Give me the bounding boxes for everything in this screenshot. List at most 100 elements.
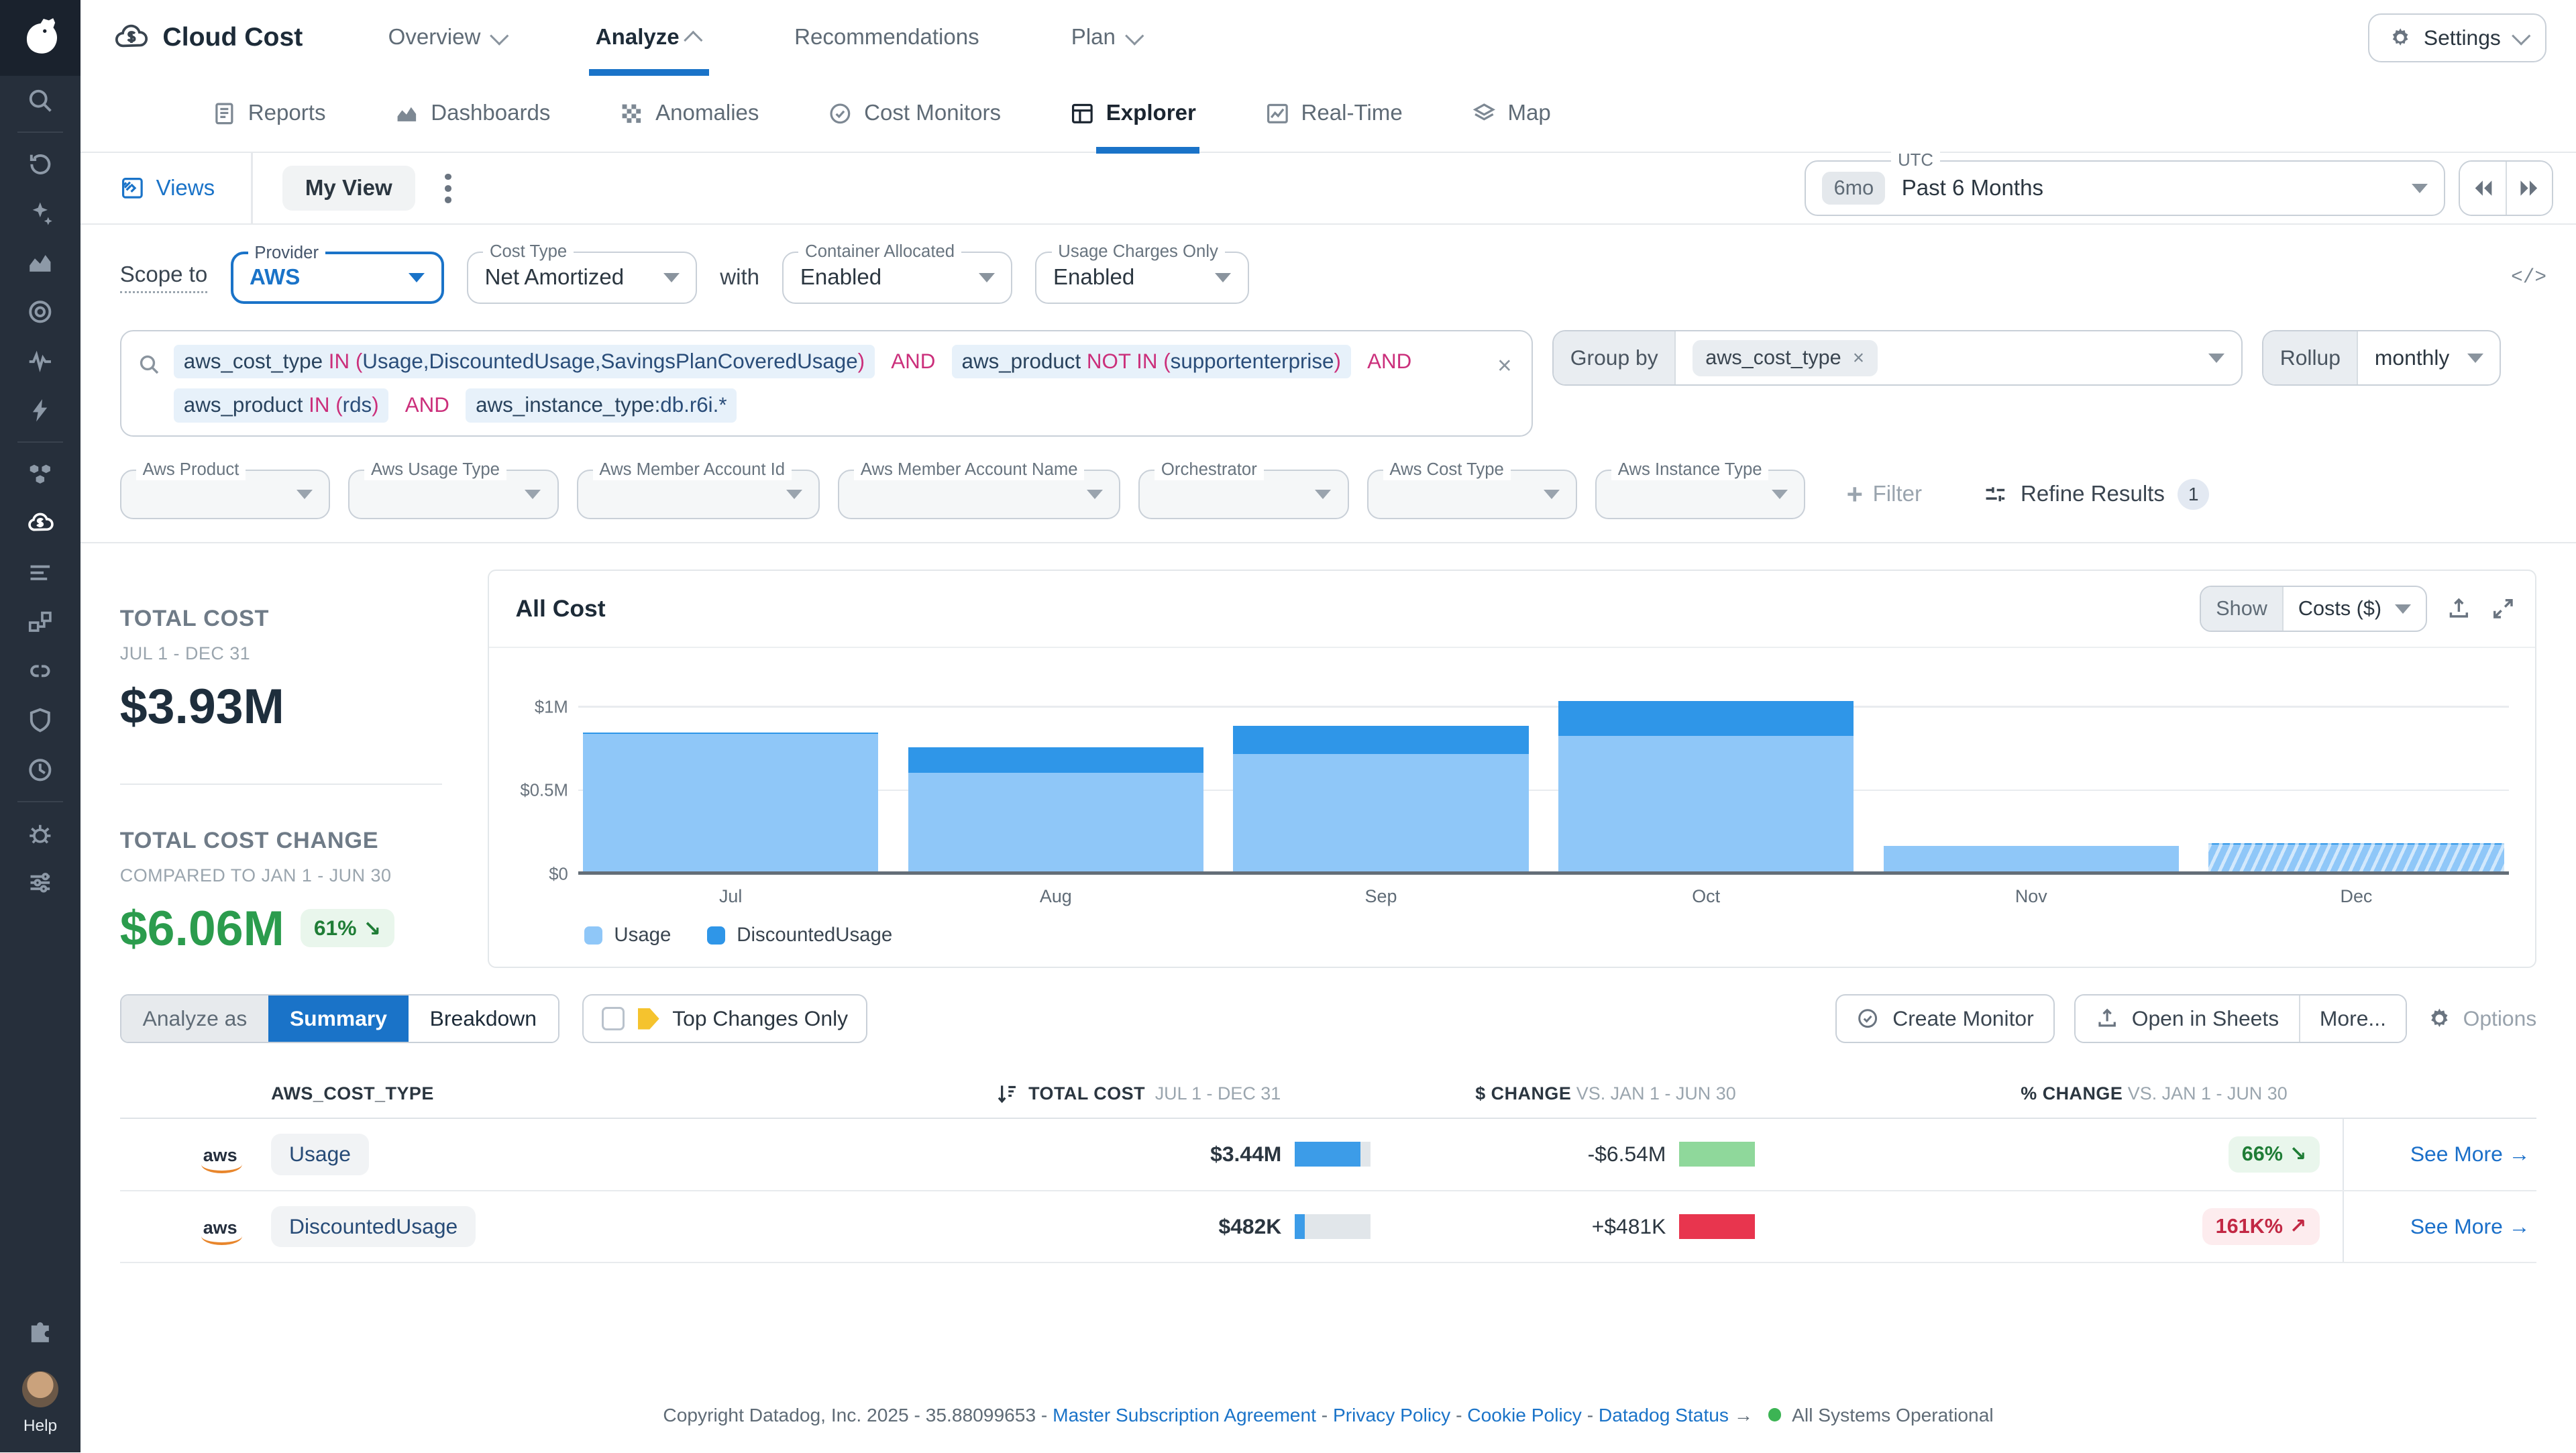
provider-select[interactable]: Provider AWS bbox=[230, 242, 444, 305]
nav-recommendations[interactable]: Recommendations bbox=[794, 25, 979, 50]
col-total-cost[interactable]: TOTAL COST JUL 1 - DEC 31 bbox=[936, 1082, 1371, 1105]
footer-link-msa[interactable]: Master Subscription Agreement bbox=[1053, 1404, 1316, 1425]
tab-map[interactable]: Map bbox=[1472, 75, 1551, 152]
clear-query-icon[interactable]: × bbox=[1497, 351, 1512, 379]
breakdown-tab[interactable]: Breakdown bbox=[408, 995, 558, 1042]
add-filter-button[interactable]: + Filter bbox=[1846, 478, 1923, 510]
cost-type-select[interactable]: Cost Type Net Amortized bbox=[467, 241, 697, 305]
options-button[interactable]: Options bbox=[2427, 1006, 2536, 1031]
filter-aws-instance-type[interactable]: Aws Instance Type bbox=[1595, 460, 1806, 519]
bar-segment-discountedusage bbox=[582, 732, 879, 735]
show-metric-select[interactable]: Show Costs ($) bbox=[2200, 586, 2427, 632]
cost-type-cell[interactable]: Usage bbox=[271, 1134, 369, 1175]
help-link[interactable]: Help bbox=[23, 1417, 58, 1436]
usage-charges-select[interactable]: Usage Charges Only Enabled bbox=[1035, 241, 1249, 305]
security-icon[interactable] bbox=[0, 696, 80, 745]
dashboards-icon[interactable] bbox=[0, 238, 80, 287]
settings-button[interactable]: Settings bbox=[2368, 13, 2546, 63]
tab-explorer[interactable]: Explorer bbox=[1070, 75, 1199, 154]
time-forward-button[interactable] bbox=[2506, 161, 2552, 215]
sort-desc-icon bbox=[998, 1085, 1016, 1104]
time-back-button[interactable] bbox=[2459, 161, 2506, 215]
bar-nov[interactable]: Nov bbox=[1883, 691, 2180, 906]
tab-anomalies[interactable]: Anomalies bbox=[619, 75, 759, 152]
bar-jul[interactable]: Jul bbox=[582, 691, 879, 906]
filter-aws-member-account-id[interactable]: Aws Member Account Id bbox=[576, 460, 820, 519]
bug-tracking-icon[interactable] bbox=[0, 809, 80, 858]
col-aws-cost-type[interactable]: AWS_COST_TYPE bbox=[271, 1083, 434, 1104]
query-chip[interactable]: aws_cost_type IN (Usage,DiscountedUsage,… bbox=[174, 344, 875, 379]
caret-down-icon bbox=[2411, 183, 2428, 193]
footer-link-status[interactable]: Datadog Status bbox=[1598, 1404, 1729, 1425]
logs-icon[interactable] bbox=[0, 548, 80, 597]
see-more-link[interactable]: See More → bbox=[2410, 1142, 2530, 1167]
tab-dashboards[interactable]: Dashboards bbox=[394, 75, 550, 152]
filter-orchestrator[interactable]: Orchestrator bbox=[1138, 460, 1349, 519]
rollup-label: Rollup bbox=[2263, 331, 2359, 385]
summary-tab[interactable]: Summary bbox=[268, 995, 409, 1042]
timeframe-select[interactable]: UTC 6mo Past 6 Months bbox=[1804, 150, 2446, 217]
report-icon bbox=[215, 103, 233, 125]
query-chip[interactable]: aws_instance_type:db.r6i.* bbox=[466, 388, 737, 423]
filter-aws-member-account-name[interactable]: Aws Member Account Name bbox=[837, 460, 1121, 519]
ai-sparkles-icon[interactable] bbox=[0, 189, 80, 237]
filter-aws-cost-type[interactable]: Aws Cost Type bbox=[1366, 460, 1577, 519]
footer-link-cookie[interactable]: Cookie Policy bbox=[1467, 1404, 1582, 1425]
query-input[interactable]: aws_cost_type IN (Usage,DiscountedUsage,… bbox=[119, 330, 1533, 437]
filter-aws-usage-type[interactable]: Aws Usage Type bbox=[348, 460, 559, 519]
fullscreen-icon[interactable] bbox=[2491, 596, 2516, 621]
cost-type-cell[interactable]: DiscountedUsage bbox=[271, 1205, 476, 1248]
nav-analyze[interactable]: Analyze bbox=[589, 0, 709, 76]
open-in-sheets-button[interactable]: Open in Sheets bbox=[2076, 995, 2299, 1042]
rollup-control[interactable]: Rollup monthly bbox=[2262, 330, 2502, 386]
view-menu-kebab-icon[interactable] bbox=[438, 167, 458, 210]
chart-plot-area: Jul Aug Sep Oct Nov Dec bbox=[578, 691, 2510, 906]
compliance-icon[interactable] bbox=[0, 745, 80, 794]
user-avatar[interactable] bbox=[22, 1370, 58, 1407]
remove-icon[interactable]: × bbox=[1852, 346, 1864, 369]
group-by-pill[interactable]: aws_cost_type × bbox=[1692, 339, 1878, 377]
cloud-cost-icon[interactable] bbox=[0, 499, 80, 548]
apm-icon[interactable] bbox=[0, 337, 80, 386]
ci-pipelines-icon[interactable] bbox=[0, 597, 80, 646]
current-view-pill[interactable]: My View bbox=[282, 165, 415, 211]
infrastructure-icon[interactable] bbox=[0, 449, 80, 498]
top-changes-checkbox[interactable] bbox=[601, 1007, 625, 1030]
history-icon[interactable] bbox=[0, 140, 80, 189]
views-button[interactable]: Views bbox=[120, 176, 215, 201]
create-monitor-button[interactable]: Create Monitor bbox=[1835, 993, 2055, 1044]
bar-dec[interactable]: Dec bbox=[2208, 691, 2504, 906]
tab-cost-monitors[interactable]: Cost Monitors bbox=[828, 75, 1001, 152]
monitors-icon[interactable] bbox=[0, 287, 80, 336]
datadog-logo[interactable] bbox=[0, 0, 80, 76]
refine-results-button[interactable]: Refine Results 1 bbox=[1983, 478, 2209, 510]
service-management-icon[interactable] bbox=[0, 858, 80, 907]
query-chip[interactable]: aws_product NOT IN (supportenterprise) bbox=[951, 344, 1351, 379]
integrations-icon[interactable] bbox=[0, 1309, 80, 1358]
synthetics-icon[interactable] bbox=[0, 647, 80, 696]
tab-reports[interactable]: Reports bbox=[212, 75, 326, 152]
bar-sep[interactable]: Sep bbox=[1233, 691, 1529, 906]
bar-aug[interactable]: Aug bbox=[908, 691, 1204, 906]
table-row: aws DiscountedUsage $482K +$481K 161K% ↗ … bbox=[119, 1191, 2537, 1264]
top-changes-toggle[interactable]: Top Changes Only bbox=[582, 993, 868, 1044]
footer-link-privacy[interactable]: Privacy Policy bbox=[1333, 1404, 1451, 1425]
legend-item-discountedusage[interactable]: DiscountedUsage bbox=[707, 924, 892, 947]
events-icon[interactable] bbox=[0, 386, 80, 435]
export-icon[interactable] bbox=[2447, 596, 2471, 621]
legend-item-usage[interactable]: Usage bbox=[584, 924, 671, 947]
see-more-link[interactable]: See More → bbox=[2410, 1214, 2530, 1239]
filter-aws-product[interactable]: Aws Product bbox=[119, 460, 331, 519]
more-button[interactable]: More... bbox=[2298, 995, 2406, 1042]
container-allocated-select[interactable]: Container Allocated Enabled bbox=[782, 241, 1013, 305]
bar-oct[interactable]: Oct bbox=[1558, 691, 1854, 906]
query-chip[interactable]: aws_product IN (rds) bbox=[174, 388, 389, 423]
col-percent-change[interactable]: % CHANGE VS. JAN 1 - JUN 30 bbox=[2021, 1083, 2288, 1104]
group-by-control[interactable]: Group by aws_cost_type × bbox=[1552, 330, 2243, 386]
col-dollar-change[interactable]: $ CHANGE VS. JAN 1 - JUN 30 bbox=[1475, 1083, 1736, 1104]
nav-overview[interactable]: Overview bbox=[388, 0, 509, 76]
nav-plan[interactable]: Plan bbox=[1071, 0, 1144, 76]
search-icon[interactable] bbox=[0, 76, 80, 125]
tab-real-time[interactable]: Real-Time bbox=[1265, 75, 1403, 152]
code-view-icon[interactable]: </> bbox=[2511, 266, 2546, 289]
